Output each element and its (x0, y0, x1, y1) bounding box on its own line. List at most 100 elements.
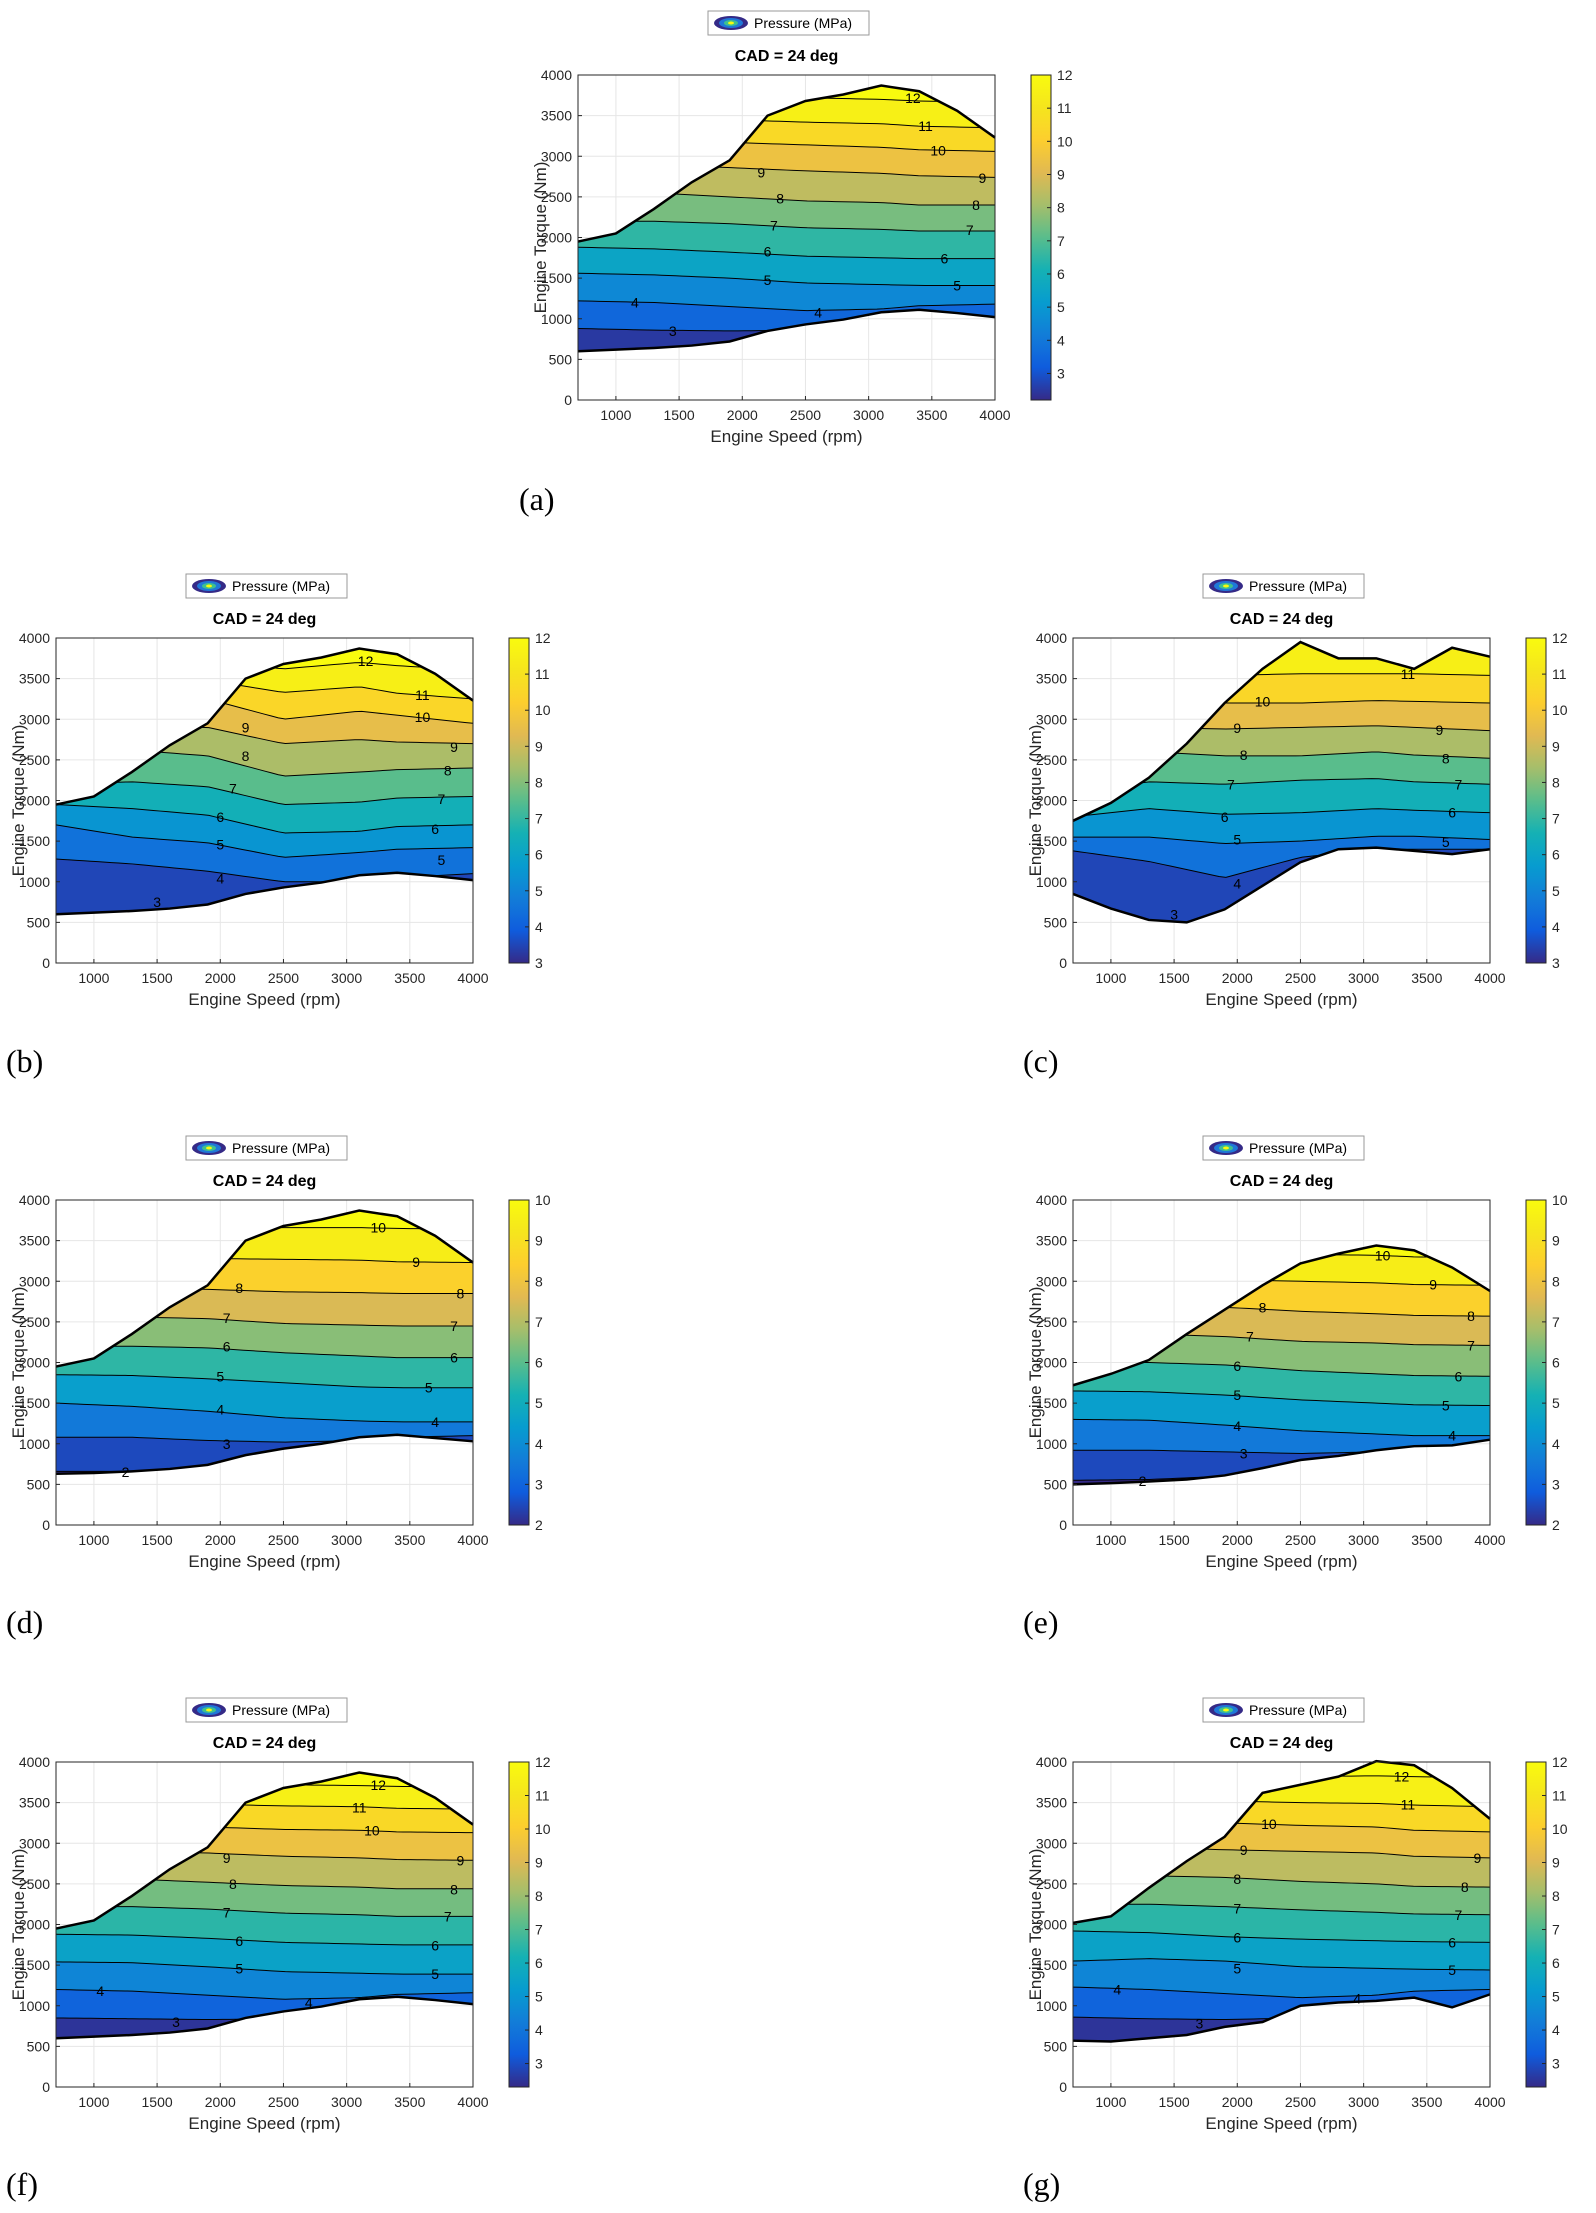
boundary-max-torque (55, 1209, 474, 1368)
x-tick-label: 3500 (394, 1532, 425, 1548)
contour-label: 7 (223, 1904, 231, 1920)
contour-label: 7 (438, 791, 446, 807)
x-tick-label: 1500 (142, 970, 173, 986)
contour-label: 11 (1401, 1796, 1416, 1812)
contour-line (1073, 1930, 1490, 1943)
contour-label: 9 (412, 1254, 420, 1270)
y-tick-label: 4000 (541, 67, 572, 83)
colorbar-tick-label: 6 (1552, 1955, 1560, 1971)
x-tick-label: 3500 (1411, 970, 1442, 986)
colorbar-tick-label: 4 (1552, 2022, 1560, 2038)
legend-contour-icon (728, 21, 734, 25)
y-tick-label: 500 (549, 351, 573, 367)
contour-label: 6 (450, 1350, 458, 1366)
y-tick-label: 1000 (19, 1436, 50, 1452)
legend-contour-icon (1223, 1146, 1229, 1150)
chart-panel-e: Pressure (MPa)CAD = 24 deg23445566778891… (1023, 1135, 1568, 1640)
contour-label: 5 (1448, 1962, 1456, 1978)
x-tick-label: 3500 (1411, 1532, 1442, 1548)
x-tick-label: 1000 (1095, 1532, 1126, 1548)
legend-contour-icon (206, 1146, 212, 1150)
x-tick-label: 3000 (1348, 2094, 1379, 2110)
contour-label: 3 (1170, 906, 1178, 922)
contour-label: 4 (631, 295, 639, 311)
legend-label: Pressure (MPa) (1249, 1702, 1347, 1718)
x-tick-label: 2500 (1285, 2094, 1316, 2110)
legend: Pressure (MPa) (1202, 573, 1365, 599)
y-tick-label: 1500 (1036, 1957, 1067, 1973)
contour-label: 9 (223, 1850, 231, 1866)
contour-label: 5 (764, 272, 772, 288)
contour-label: 6 (431, 821, 439, 837)
contour-label: 5 (1442, 1398, 1450, 1414)
x-tick-label: 3000 (331, 970, 362, 986)
colorbar-tick-label: 11 (535, 1788, 550, 1804)
colorbar-tick-label: 5 (535, 1395, 543, 1411)
contour-label: 12 (358, 653, 374, 669)
contour-label: 9 (1240, 1842, 1248, 1858)
colorbar-tick-label: 11 (1552, 666, 1567, 682)
y-tick-label: 3000 (1036, 711, 1067, 727)
contour-label: 6 (1233, 1358, 1241, 1374)
contour-label: 9 (1436, 722, 1444, 738)
colorbar-tick-label: 12 (1057, 67, 1073, 83)
panel-caption: (f) (6, 2166, 38, 2202)
contour-label: 8 (776, 191, 784, 207)
contour-label: 6 (223, 1338, 231, 1354)
y-tick-label: 3500 (541, 108, 572, 124)
x-tick-label: 4000 (457, 970, 488, 986)
x-tick-label: 1000 (78, 970, 109, 986)
panel-caption: (a) (519, 481, 555, 517)
contour-label: 7 (1246, 1329, 1254, 1345)
colorbar-tick-label: 6 (535, 1955, 543, 1971)
contour-label: 8 (1240, 747, 1248, 763)
contour-label: 6 (764, 243, 772, 259)
y-tick-label: 500 (27, 914, 51, 930)
x-tick-label: 1500 (142, 1532, 173, 1548)
contour-label: 8 (444, 762, 452, 778)
colorbar-tick-label: 9 (535, 1233, 543, 1249)
y-axis-label: Engine Torque (Nm) (1026, 1849, 1045, 2001)
y-tick-label: 500 (1044, 1476, 1068, 1492)
y-tick-label: 1500 (1036, 1395, 1067, 1411)
contour-label: 9 (242, 719, 250, 735)
x-tick-label: 4000 (1474, 1532, 1505, 1548)
x-tick-label: 1500 (1159, 970, 1190, 986)
colorbar-tick-label: 7 (1552, 811, 1560, 827)
panel-caption: (c) (1023, 1043, 1059, 1079)
y-tick-label: 3500 (1036, 1233, 1067, 1249)
contour-label: 5 (431, 1966, 439, 1982)
x-axis-label: Engine Speed (rpm) (1205, 2114, 1357, 2133)
y-tick-label: 2000 (19, 1917, 50, 1933)
colorbar-tick-label: 7 (1057, 233, 1065, 249)
chart-title: CAD = 24 deg (1230, 1735, 1334, 1752)
contour-line (1073, 1986, 1490, 1999)
legend-label: Pressure (MPa) (232, 1140, 330, 1156)
contour-line (578, 300, 995, 312)
colorbar-tick-label: 3 (1552, 1476, 1560, 1492)
colorbar-tick-label: 11 (1057, 100, 1072, 116)
colorbar-scale (508, 637, 530, 964)
colorbar-tick-label: 9 (1057, 166, 1065, 182)
contour-label: 6 (1448, 1934, 1456, 1950)
y-tick-label: 4000 (1036, 630, 1067, 646)
x-tick-label: 2500 (790, 407, 821, 423)
chart-title: CAD = 24 deg (735, 48, 839, 65)
y-tick-label: 1000 (1036, 1998, 1067, 2014)
y-tick-label: 1000 (541, 311, 572, 327)
colorbar-tick-label: 8 (535, 1273, 543, 1289)
contour-label: 4 (305, 1995, 313, 2011)
contour-label: 4 (1233, 875, 1241, 891)
contour-label: 9 (1429, 1277, 1437, 1293)
y-tick-label: 2500 (1036, 1314, 1067, 1330)
contour-label: 10 (415, 709, 431, 725)
legend-contour-icon (206, 1708, 212, 1712)
y-tick-label: 0 (42, 2079, 50, 2095)
contour-label: 8 (1259, 1299, 1267, 1315)
colorbar-tick-label: 6 (1057, 266, 1065, 282)
contour-line (56, 1374, 473, 1389)
x-tick-label: 4000 (457, 1532, 488, 1548)
x-axis-label: Engine Speed (rpm) (1205, 1552, 1357, 1571)
colorbar-tick-label: 7 (535, 1922, 543, 1938)
colorbar: 3 4 5 6 7 8 9 10 11 12 (508, 630, 551, 971)
